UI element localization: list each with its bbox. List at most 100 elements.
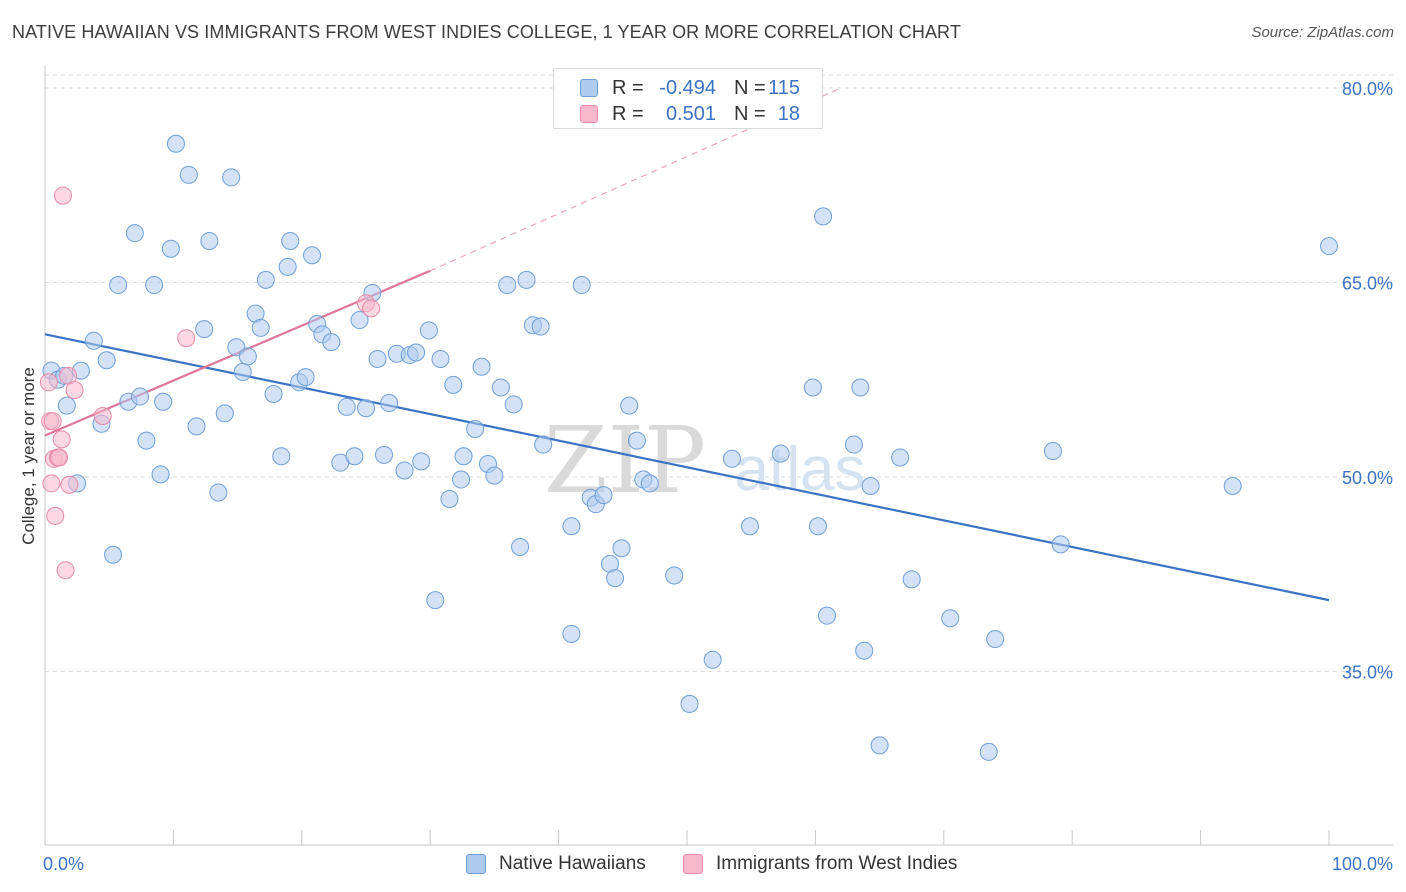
point-native-hawaiians xyxy=(251,318,270,337)
point-native-hawaiians xyxy=(426,591,445,610)
point-native-hawaiians xyxy=(233,362,252,381)
point-native-hawaiians xyxy=(594,486,613,505)
y-tick-label: 35.0% xyxy=(1342,662,1393,682)
y-tick-label: 50.0% xyxy=(1342,468,1393,488)
data-points xyxy=(39,134,1338,761)
point-native-hawaiians xyxy=(606,569,625,588)
point-native-hawaiians xyxy=(472,357,491,376)
chart-title: NATIVE HAWAIIAN VS IMMIGRANTS FROM WEST … xyxy=(12,22,961,42)
point-native-hawaiians xyxy=(84,331,103,350)
point-native-hawaiians xyxy=(154,392,173,411)
y-tick-label: 80.0% xyxy=(1342,79,1393,99)
point-native-hawaiians xyxy=(722,449,741,468)
point-native-hawaiians xyxy=(531,317,550,336)
point-native-hawaiians xyxy=(145,276,164,295)
point-native-hawaiians xyxy=(979,742,998,761)
point-native-hawaiians xyxy=(209,483,228,502)
r-value: -0.494 xyxy=(659,77,716,99)
point-west-indies xyxy=(42,474,61,493)
point-native-hawaiians xyxy=(703,650,722,669)
point-native-hawaiians xyxy=(562,624,581,643)
point-native-hawaiians xyxy=(238,347,257,366)
point-native-hawaiians xyxy=(1043,442,1062,461)
point-native-hawaiians xyxy=(814,207,833,226)
point-native-hawaiians xyxy=(572,276,591,295)
x-tick-label: 0.0% xyxy=(43,854,84,874)
point-native-hawaiians xyxy=(485,466,504,485)
point-native-hawaiians xyxy=(771,444,790,463)
r-label: R = xyxy=(612,77,644,99)
point-native-hawaiians xyxy=(612,539,631,558)
n-label: N = xyxy=(734,103,766,125)
point-native-hawaiians xyxy=(222,168,241,187)
point-native-hawaiians xyxy=(412,452,431,471)
point-native-hawaiians xyxy=(264,384,283,403)
stats-legend: R = -0.494 N = 115 R = 0.501 N = 18 xyxy=(553,68,823,129)
point-native-hawaiians xyxy=(680,694,699,713)
watermark-atlas: atlas xyxy=(735,435,866,504)
series-legend: Native Hawaiians Immigrants from West In… xyxy=(0,852,1406,876)
point-native-hawaiians xyxy=(891,448,910,467)
y-axis-label: College, 1 year or more xyxy=(19,367,38,545)
point-native-hawaiians xyxy=(395,461,414,480)
point-native-hawaiians xyxy=(640,474,659,493)
n-value: 18 xyxy=(777,103,800,125)
point-native-hawaiians xyxy=(844,435,863,454)
n-label: N = xyxy=(734,77,766,99)
point-native-hawaiians xyxy=(440,489,459,508)
point-native-hawaiians xyxy=(345,447,364,466)
point-west-indies xyxy=(52,430,71,449)
point-native-hawaiians xyxy=(125,224,144,243)
point-native-hawaiians xyxy=(256,270,275,289)
point-native-hawaiians xyxy=(104,545,123,564)
point-west-indies xyxy=(362,299,381,318)
point-native-hawaiians xyxy=(407,343,426,362)
watermark: ZIP atlas xyxy=(544,407,866,514)
point-native-hawaiians xyxy=(454,447,473,466)
r-label: R = xyxy=(612,103,644,125)
point-native-hawaiians xyxy=(534,435,553,454)
point-native-hawaiians xyxy=(808,517,827,536)
legend-label: Immigrants from West Indies xyxy=(716,853,958,874)
point-native-hawaiians xyxy=(452,470,471,489)
point-west-indies xyxy=(65,381,84,400)
point-native-hawaiians xyxy=(272,447,291,466)
point-native-hawaiians xyxy=(511,537,530,556)
point-native-hawaiians xyxy=(1051,535,1070,554)
point-west-indies xyxy=(39,373,58,392)
point-native-hawaiians xyxy=(380,394,399,413)
point-native-hawaiians xyxy=(357,399,375,418)
point-native-hawaiians xyxy=(562,517,581,536)
point-native-hawaiians xyxy=(215,404,234,423)
point-native-hawaiians xyxy=(620,396,639,415)
legend-swatch-blue xyxy=(580,79,598,97)
point-native-hawaiians xyxy=(504,395,523,414)
point-native-hawaiians xyxy=(491,378,510,397)
r-value: 0.501 xyxy=(665,103,716,125)
point-native-hawaiians xyxy=(498,276,517,295)
point-west-indies xyxy=(50,448,69,467)
point-west-indies xyxy=(43,412,62,431)
point-native-hawaiians xyxy=(517,270,536,289)
point-native-hawaiians xyxy=(870,736,889,755)
point-native-hawaiians xyxy=(161,239,180,258)
point-native-hawaiians xyxy=(195,320,214,339)
point-native-hawaiians xyxy=(187,417,206,436)
point-native-hawaiians xyxy=(97,351,116,370)
legend-swatch-blue xyxy=(466,854,486,874)
point-native-hawaiians xyxy=(166,134,185,153)
legend-swatch-pink xyxy=(580,105,598,123)
n-value: 115 xyxy=(768,77,800,99)
point-west-indies xyxy=(46,506,65,525)
point-native-hawaiians xyxy=(861,477,880,496)
point-native-hawaiians xyxy=(131,387,150,406)
watermark-zip: ZIP xyxy=(544,407,706,514)
point-native-hawaiians xyxy=(281,231,300,250)
stats-row-west-indies: R = 0.501 N = 18 xyxy=(554,101,822,127)
point-native-hawaiians xyxy=(1320,237,1338,256)
source-label: Source: ZipAtlas.com xyxy=(1251,24,1394,41)
point-native-hawaiians xyxy=(902,570,921,589)
point-native-hawaiians xyxy=(322,333,341,352)
point-native-hawaiians xyxy=(278,257,297,276)
